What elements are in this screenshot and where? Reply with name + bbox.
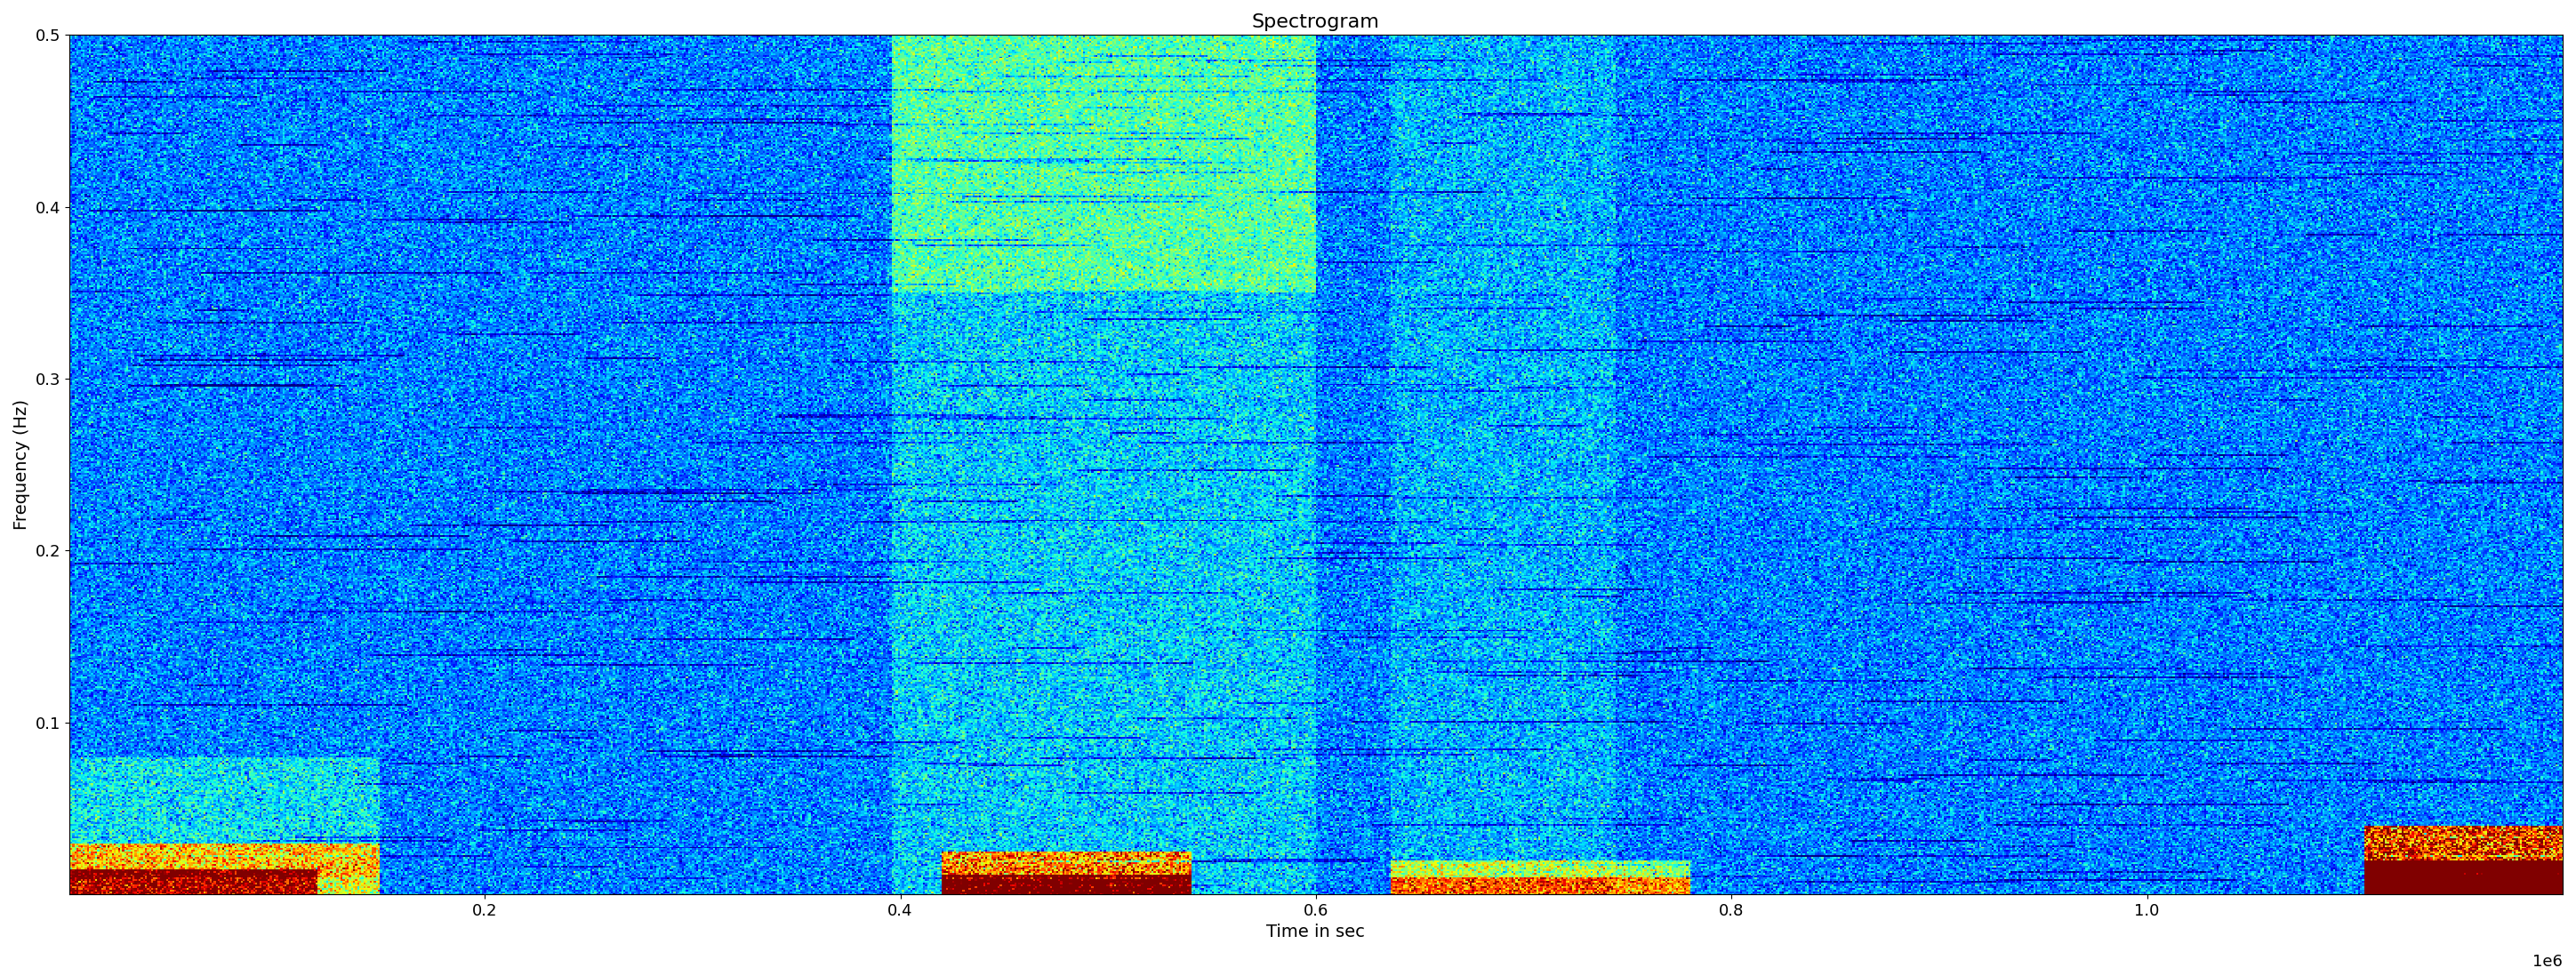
Title: Spectrogram: Spectrogram — [1252, 14, 1381, 31]
Y-axis label: Frequency (Hz): Frequency (Hz) — [13, 399, 31, 530]
X-axis label: Time in sec: Time in sec — [1267, 923, 1365, 941]
Text: 1e6: 1e6 — [2532, 955, 2563, 970]
